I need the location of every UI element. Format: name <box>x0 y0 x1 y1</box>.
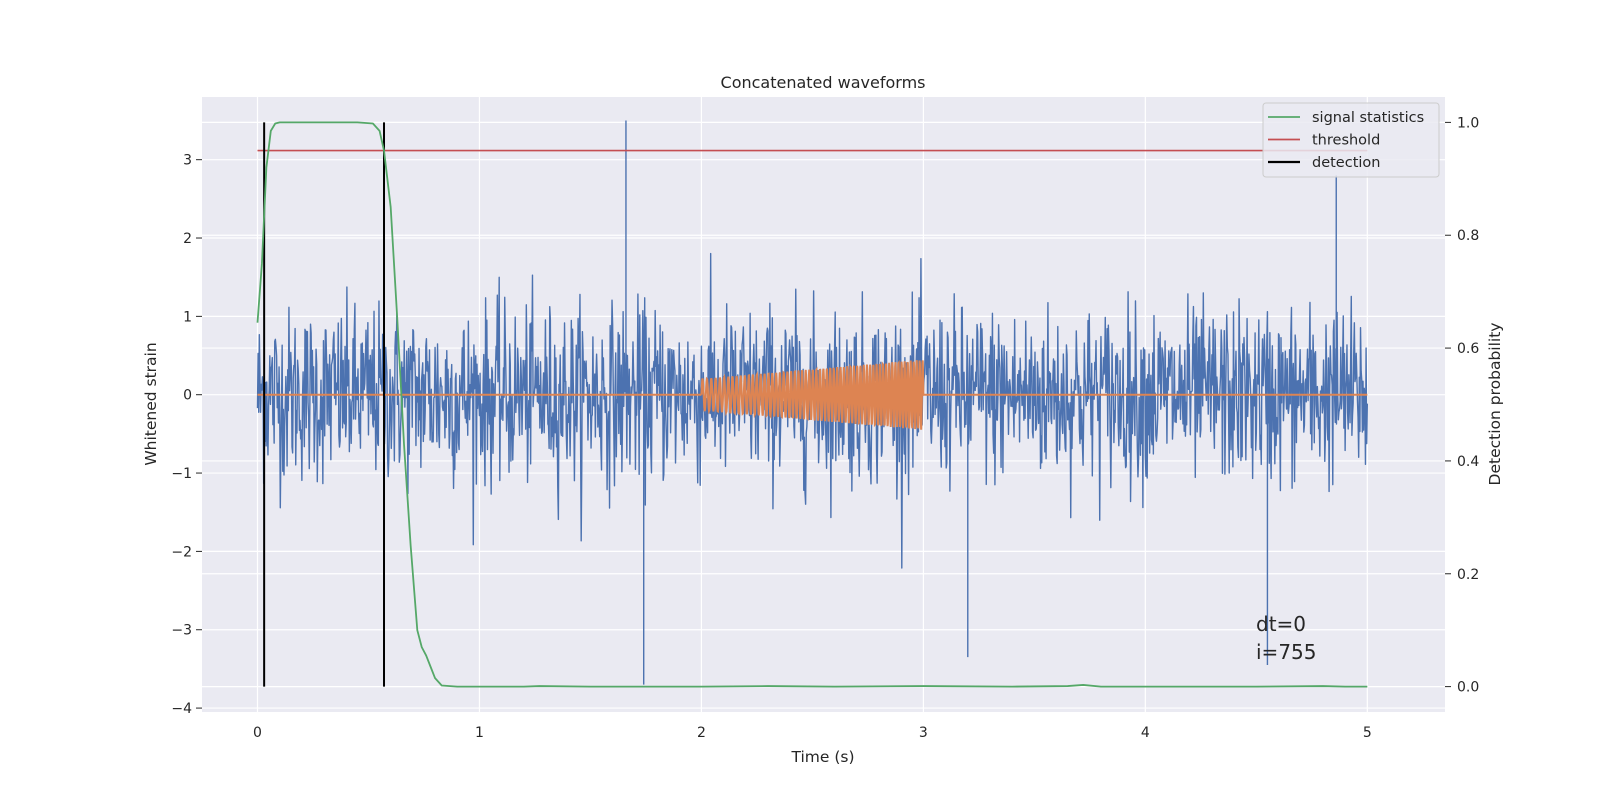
x-tick-label: 3 <box>919 725 928 741</box>
legend-label: signal statistics <box>1312 110 1424 126</box>
y2-tick-label: 0.6 <box>1457 341 1479 357</box>
injected-line <box>257 359 1368 430</box>
x-tick-label: 5 <box>1363 725 1372 741</box>
y2-ticks: 0.0 0.2 0.4 0.6 0.8 1.0 <box>1445 115 1479 696</box>
x-tick-label: 2 <box>697 725 706 741</box>
legend: signal statistics threshold detection <box>1262 102 1440 178</box>
chart-title: Concatenated waveforms <box>721 73 926 92</box>
injected-signal-series <box>257 359 1368 430</box>
y-tick-label: −4 <box>171 701 192 717</box>
signal-statistics-series <box>256 121 1368 688</box>
y2-tick-label: 0.4 <box>1457 454 1479 470</box>
y2-axis-label: Detection probability <box>1486 323 1504 486</box>
y-tick-label: −1 <box>171 466 192 482</box>
y2-tick-label: 0.2 <box>1457 567 1479 583</box>
plot-area <box>256 120 1369 688</box>
y-axis-label: Whitened strain <box>142 342 160 465</box>
x-ticks: 0 1 2 3 4 5 <box>253 725 1372 741</box>
signal-statistics-line <box>256 121 1368 688</box>
y-ticks: −4 −3 −2 −1 0 1 2 3 <box>171 153 202 717</box>
x-axis-label: Time (s) <box>790 748 854 766</box>
annotation-dt: dt=0 <box>1256 612 1306 636</box>
x-tick-label: 1 <box>475 725 484 741</box>
y2-tick-label: 1.0 <box>1457 115 1479 131</box>
x-tick-label: 0 <box>253 725 262 741</box>
y-tick-label: 3 <box>183 153 192 169</box>
legend-box <box>1262 102 1440 178</box>
y-tick-label: 0 <box>183 388 192 404</box>
legend-label: threshold <box>1312 133 1380 149</box>
y-tick-label: 1 <box>183 309 192 325</box>
y2-tick-label: 0.8 <box>1457 228 1479 244</box>
x-tick-label: 4 <box>1141 725 1150 741</box>
y-tick-label: 2 <box>183 231 192 247</box>
y2-tick-label: 0.0 <box>1457 680 1479 696</box>
y-tick-label: −3 <box>171 623 192 639</box>
legend-label: detection <box>1312 155 1380 171</box>
y-tick-label: −2 <box>171 544 192 560</box>
annotation-index: i=755 <box>1256 640 1317 664</box>
